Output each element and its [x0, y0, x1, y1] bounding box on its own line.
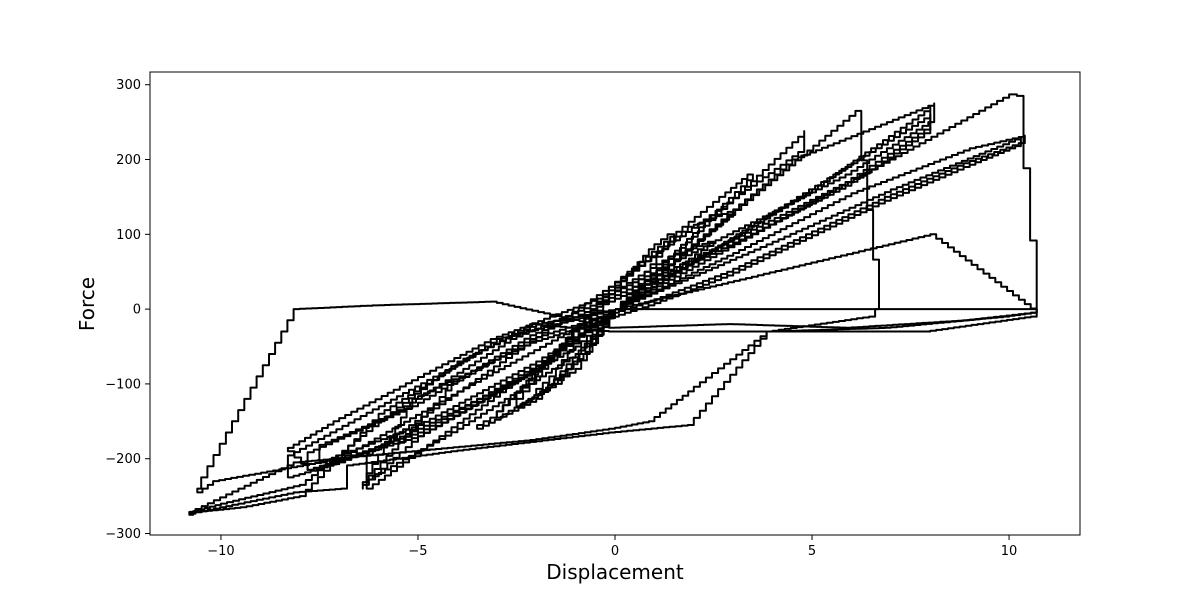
- y-tick-label: −100: [105, 377, 141, 392]
- y-tick-label: 0: [133, 303, 141, 318]
- series-layer: [188, 93, 1038, 516]
- y-tick-label: −300: [105, 527, 141, 542]
- x-tick-label: 5: [808, 544, 816, 559]
- y-tick-label: −200: [105, 452, 141, 467]
- y-tick-label: 200: [116, 153, 141, 168]
- series-line-7: [361, 134, 1026, 490]
- x-axis-label: Displacement: [546, 560, 684, 584]
- x-tick-label: −5: [408, 544, 427, 559]
- x-tick-label: 0: [611, 544, 619, 559]
- y-axis: −300 −200 −100 0 100 200 300: [105, 78, 150, 542]
- x-tick-label: 10: [1001, 544, 1018, 559]
- series-line-10: [188, 233, 1038, 516]
- series-line-13: [515, 173, 754, 408]
- series-line-8: [365, 136, 1022, 484]
- y-tick-label: 100: [116, 228, 141, 243]
- series-line-14: [535, 233, 676, 397]
- series-line-9: [188, 308, 1038, 516]
- y-axis-label: Force: [75, 277, 99, 331]
- x-axis: −10 −5 0 5 10: [207, 535, 1017, 559]
- y-tick-label: 300: [116, 78, 141, 93]
- x-tick-label: −10: [207, 544, 234, 559]
